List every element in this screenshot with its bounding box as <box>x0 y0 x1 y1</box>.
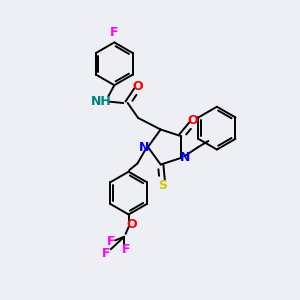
Text: O: O <box>133 80 143 93</box>
Text: O: O <box>188 114 199 127</box>
Text: S: S <box>158 178 166 192</box>
Text: N: N <box>180 152 190 164</box>
Text: F: F <box>122 243 130 256</box>
Text: NH: NH <box>91 95 111 108</box>
Text: F: F <box>110 26 118 39</box>
Text: F: F <box>102 247 111 260</box>
Text: O: O <box>127 218 137 231</box>
Text: N: N <box>139 140 149 154</box>
Text: F: F <box>107 235 116 248</box>
